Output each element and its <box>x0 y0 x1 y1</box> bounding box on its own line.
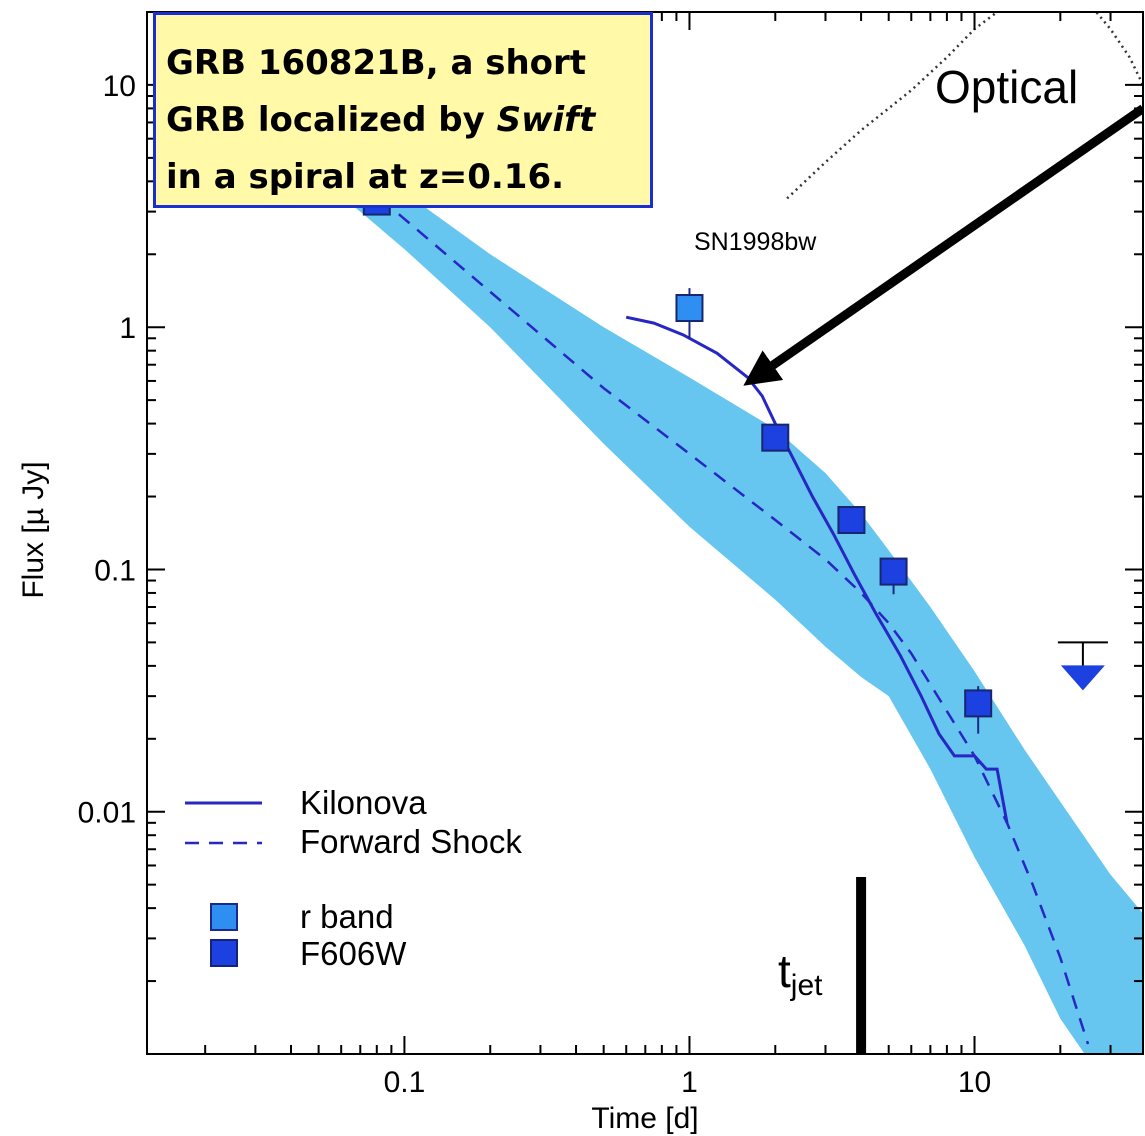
grb-info-box: GRB 160821B, a short GRB localized by Sw… <box>153 12 653 208</box>
x-tick-label: 1 <box>681 1066 698 1099</box>
x-axis-title: Time [d] <box>591 1102 698 1135</box>
y-tick-label: 0.1 <box>94 554 136 587</box>
legend-forward-shock-label: Forward Shock <box>300 823 522 860</box>
x-tick-label: 10 <box>958 1066 991 1099</box>
x-tick-label: 0.1 <box>384 1066 426 1099</box>
info-line-3: in a spiral at z=0.16. <box>166 157 565 197</box>
kilonova-line <box>625 315 1009 824</box>
optical-label: Optical <box>935 61 1078 113</box>
info-line-2: GRB localized by Swift <box>166 100 596 140</box>
legend-f606w-label: F606W <box>300 935 407 972</box>
f606w-point <box>964 689 993 718</box>
forward-shock-band <box>305 130 1143 1054</box>
legend: Kilonova Forward Shock r band F606W <box>185 784 522 972</box>
legend-r-band-label: r band <box>300 898 394 935</box>
upper-limit-arrow <box>1060 665 1105 691</box>
legend-kilonova-label: Kilonova <box>300 784 427 821</box>
y-tick-label: 0.01 <box>78 797 136 830</box>
y-axis-title: Flux [µ Jy] <box>17 461 50 598</box>
kilonova-pointer-arrow <box>743 104 1143 386</box>
f606w-point <box>761 423 790 452</box>
sn1998bw-label: SN1998bw <box>694 228 817 256</box>
forward-shock-line <box>304 137 1090 1045</box>
legend-r-band-marker <box>210 903 238 931</box>
f606w-point <box>879 557 908 586</box>
f606w-point <box>837 506 866 535</box>
y-tick-label: 10 <box>103 70 136 103</box>
r-band-point <box>675 294 704 323</box>
info-line-1: GRB 160821B, a short <box>166 43 587 83</box>
swift-name: Swift <box>496 100 596 140</box>
tjet-label: tjet <box>778 945 823 1002</box>
y-tick-label: 1 <box>119 312 136 345</box>
legend-f606w-marker <box>210 939 238 967</box>
